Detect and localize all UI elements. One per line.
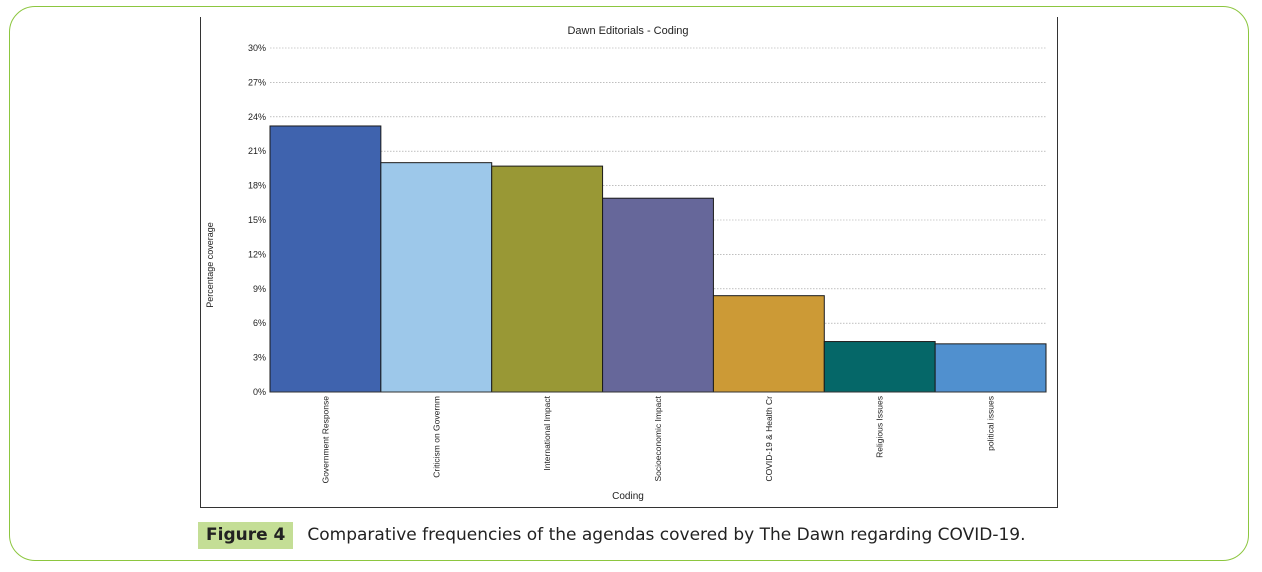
y-tick-label: 6% bbox=[253, 318, 266, 328]
bar bbox=[712, 295, 825, 393]
bar bbox=[602, 197, 714, 393]
bar bbox=[380, 162, 493, 393]
x-tick-label: Government Response bbox=[320, 396, 330, 484]
x-axis-ticks: Government Response Criticism on Governm I… bbox=[320, 395, 995, 483]
y-tick-label: 0% bbox=[253, 387, 266, 397]
y-tick-label: 18% bbox=[248, 181, 266, 191]
bar-chart: Dawn Editorials - Coding 0% 3% 6% 9% 12% 15% 1… bbox=[205, 25, 1047, 502]
bar bbox=[934, 343, 1047, 393]
y-tick-label: 3% bbox=[253, 353, 266, 363]
y-tick-label: 15% bbox=[248, 215, 266, 225]
bar bbox=[823, 341, 936, 393]
figure-frame bbox=[9, 6, 1249, 561]
y-tick-label: 12% bbox=[248, 249, 266, 259]
y-axis-ticks: 0% 3% 6% 9% 12% 15% 18% 21% 24% 27% 30% bbox=[248, 43, 266, 397]
y-tick-label: 24% bbox=[248, 112, 266, 122]
bars bbox=[269, 125, 1047, 393]
y-tick-label: 9% bbox=[253, 284, 266, 294]
x-tick-label: COVID-19 & Health Cr bbox=[764, 396, 774, 482]
figure-label: Figure 4 bbox=[198, 521, 294, 549]
x-tick-label: Criticism on Governm bbox=[431, 396, 441, 478]
bar bbox=[491, 165, 604, 393]
bar bbox=[269, 125, 382, 393]
figure-caption-text: Comparative frequencies of the agendas c… bbox=[307, 525, 1026, 545]
chart-title: Dawn Editorials - Coding bbox=[567, 25, 688, 37]
x-tick-label: International Impact bbox=[542, 395, 552, 470]
figure-caption: Figure 4 Comparative frequencies of the … bbox=[198, 520, 1026, 550]
y-axis-label: Percentage coverage bbox=[205, 222, 215, 308]
x-tick-label: Socioeconomic Impact bbox=[653, 395, 663, 481]
y-tick-label: 30% bbox=[248, 43, 266, 53]
x-tick-label: political issues bbox=[986, 396, 996, 451]
x-axis-label: Coding bbox=[612, 491, 644, 502]
y-tick-label: 27% bbox=[248, 77, 266, 87]
x-tick-label: Religious Issues bbox=[875, 396, 885, 458]
y-tick-label: 21% bbox=[248, 146, 266, 156]
